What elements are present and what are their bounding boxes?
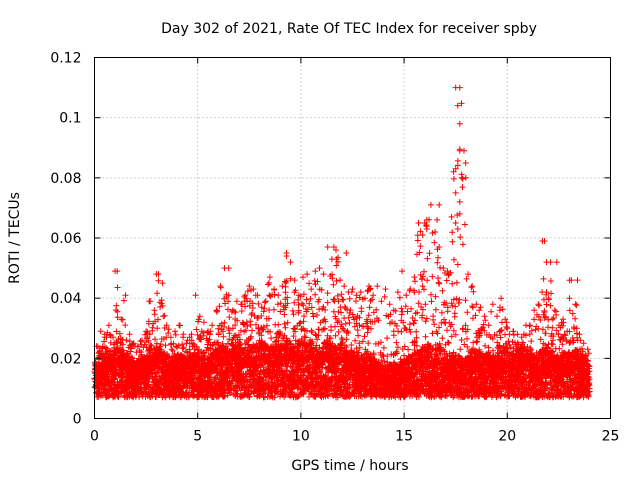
data-point-spike xyxy=(452,84,459,91)
data-point-spike xyxy=(543,259,550,266)
x-tick-label: 10 xyxy=(292,429,310,445)
y-tick-label: 0.1 xyxy=(59,111,81,127)
data-point-spike xyxy=(450,168,457,175)
data-point-spike xyxy=(436,201,443,208)
data-point-spike xyxy=(454,226,461,232)
data-point-spike xyxy=(456,198,463,205)
data-point-spike xyxy=(153,271,160,278)
data-point-spike xyxy=(283,253,290,259)
x-tick-label: 0 xyxy=(90,429,99,445)
data-point-spike xyxy=(456,120,463,127)
y-tick-label: 0.06 xyxy=(50,231,81,247)
data-point-spike xyxy=(452,220,459,226)
data-point-spike xyxy=(456,210,463,217)
y-axis-label: ROTI / TECUs xyxy=(7,192,23,284)
x-tick-label: 15 xyxy=(395,429,413,445)
data-point-bin xyxy=(223,292,234,399)
data-point-spike xyxy=(574,277,581,284)
data-point-spike xyxy=(112,268,119,275)
data-point-spike xyxy=(553,259,560,266)
y-tick-label: 0.04 xyxy=(50,291,81,307)
data-point-bin xyxy=(582,346,593,400)
data-point-spike xyxy=(452,189,459,196)
x-axis-label: GPS time / hours xyxy=(291,458,408,474)
x-tick-label: 20 xyxy=(498,429,516,445)
data-point-spike xyxy=(330,244,337,250)
data-point-spike xyxy=(456,147,463,154)
data-point-spike xyxy=(454,102,461,109)
data-point-spike xyxy=(421,220,428,226)
data-point-spike xyxy=(434,216,441,223)
data-point-spike xyxy=(458,174,465,181)
chart-title: Day 302 of 2021, Rate Of TEC Index for r… xyxy=(161,21,537,37)
axis-ticks: 0 0.02 0.04 0.06 0.08 0.1 0.12 0 5 10 15 20 25 xyxy=(50,51,619,445)
data-point-bin xyxy=(165,334,176,401)
data-points xyxy=(91,84,593,401)
y-tick-label: 0 xyxy=(73,412,82,428)
data-point-spike xyxy=(541,238,548,244)
y-tick-label: 0.02 xyxy=(50,351,81,367)
x-tick-label: 25 xyxy=(602,429,620,445)
data-point-bin xyxy=(302,271,313,400)
data-point-spike xyxy=(225,265,232,272)
data-point-spike xyxy=(343,250,350,256)
y-tick-label: 0.12 xyxy=(50,51,81,67)
data-point-spike xyxy=(423,226,430,232)
y-tick-label: 0.08 xyxy=(50,171,81,187)
data-point-bin xyxy=(103,322,114,400)
x-tick-label: 5 xyxy=(193,429,202,445)
data-point-bin xyxy=(347,286,358,400)
